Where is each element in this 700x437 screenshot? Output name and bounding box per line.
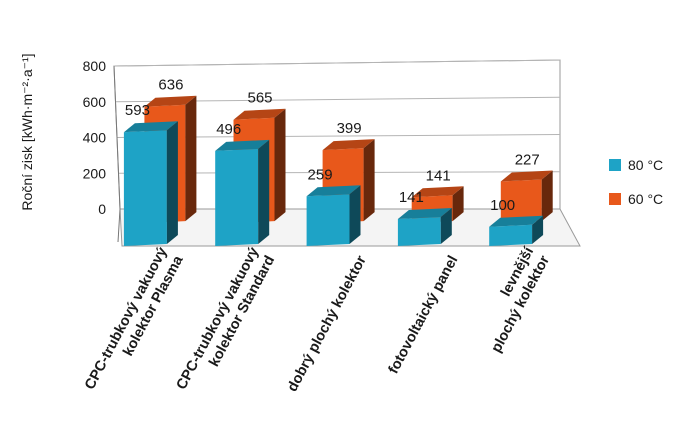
bar-front bbox=[500, 179, 542, 224]
data-label: 593 bbox=[125, 102, 150, 119]
bar-side bbox=[274, 108, 286, 222]
side-edge bbox=[117, 208, 121, 243]
bar-top bbox=[489, 215, 544, 227]
data-label: 399 bbox=[337, 120, 362, 137]
y-axis-line bbox=[113, 65, 121, 210]
bar-side bbox=[185, 95, 197, 222]
category-label: fotovoltaický panel bbox=[386, 253, 462, 376]
bar-side bbox=[532, 215, 544, 244]
y-tick-label: 0 bbox=[98, 201, 106, 217]
y-tick-label: 200 bbox=[83, 165, 107, 181]
legend-swatch bbox=[609, 193, 621, 205]
bar bbox=[123, 121, 178, 246]
bar-side bbox=[258, 139, 270, 244]
gridline bbox=[113, 59, 561, 67]
y-tick-label: 400 bbox=[83, 130, 107, 146]
bar-side bbox=[166, 121, 178, 244]
bar-top bbox=[500, 170, 553, 182]
bar bbox=[500, 170, 553, 224]
data-label: 141 bbox=[399, 189, 424, 206]
category-label-line: CPC-trubkový vakuový bbox=[82, 245, 171, 393]
category-label-line: CPC-trubkový vakuový bbox=[174, 245, 263, 393]
data-label: 259 bbox=[308, 166, 333, 183]
bar-side bbox=[363, 139, 375, 222]
bar-side bbox=[452, 186, 464, 222]
data-label: 141 bbox=[426, 167, 451, 184]
y-axis-label: Roční zisk [kWh·m⁻²·a⁻¹] bbox=[19, 53, 35, 210]
bar-top bbox=[144, 95, 197, 107]
bar-front bbox=[489, 224, 533, 246]
bar bbox=[397, 208, 452, 246]
category-label-line: fotovoltaický panel bbox=[386, 253, 462, 376]
bar-side bbox=[349, 185, 361, 244]
bar-top bbox=[411, 186, 464, 198]
data-label: 227 bbox=[515, 152, 540, 169]
data-label: 565 bbox=[247, 90, 272, 107]
bar-front bbox=[215, 148, 259, 246]
bar-front bbox=[397, 217, 441, 246]
legend-label: 80 °C bbox=[628, 157, 663, 173]
data-label: 100 bbox=[490, 197, 515, 214]
y-tick-label: 800 bbox=[83, 58, 107, 74]
legend-label: 60 °C bbox=[628, 191, 663, 207]
bar-front bbox=[123, 130, 167, 246]
data-label: 636 bbox=[158, 77, 183, 94]
category-label: dobrý plochý kolektor bbox=[285, 253, 370, 395]
bars bbox=[123, 95, 553, 246]
y-axis-ticks: 0 200 400 600 800 bbox=[83, 58, 107, 217]
bar bbox=[215, 139, 270, 246]
bar bbox=[489, 215, 544, 246]
bar bbox=[306, 185, 361, 246]
data-labels: 636 565 399 141 227 593 496 259 141 100 bbox=[125, 77, 540, 214]
bar-top bbox=[306, 185, 361, 197]
data-label: 496 bbox=[216, 121, 241, 138]
bar-top bbox=[322, 139, 375, 151]
bar-top bbox=[123, 121, 178, 133]
bar-top bbox=[215, 139, 270, 151]
legend-swatch bbox=[609, 159, 621, 171]
bar-top bbox=[233, 108, 286, 120]
bar-front bbox=[306, 194, 350, 246]
category-label-line: dobrý plochý kolektor bbox=[285, 253, 370, 395]
bar-side bbox=[440, 208, 452, 244]
bar-side bbox=[541, 170, 553, 222]
y-tick-label: 600 bbox=[83, 94, 107, 110]
bar-top bbox=[397, 208, 452, 219]
legend: 80 °C 60 °C bbox=[609, 157, 663, 207]
